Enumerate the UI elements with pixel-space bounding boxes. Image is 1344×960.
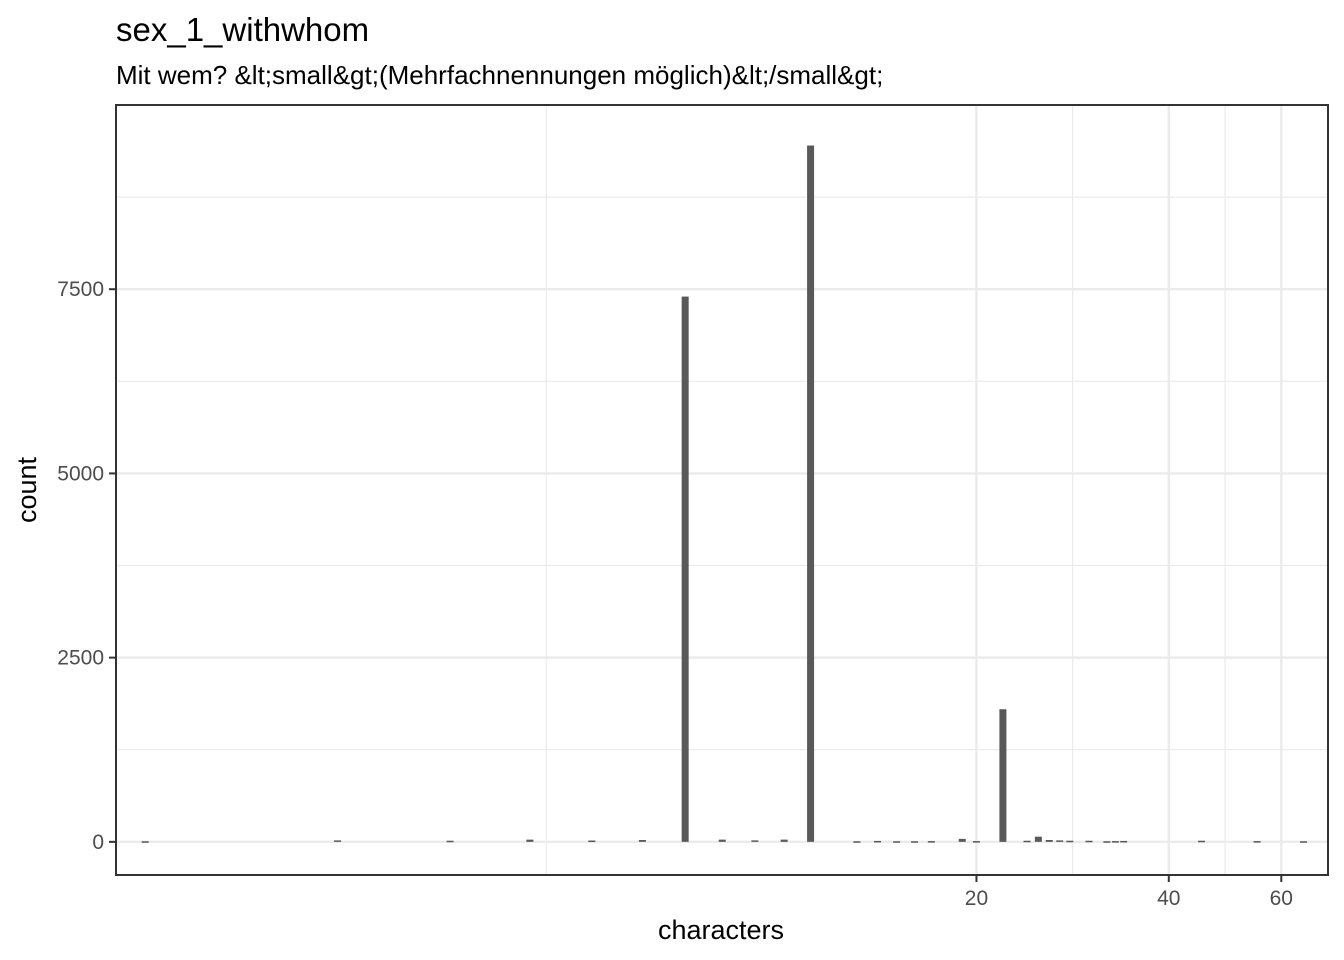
panel-border (115, 104, 1329, 876)
bar (999, 709, 1007, 842)
bar (958, 838, 966, 842)
bar (334, 840, 342, 842)
bar (1023, 840, 1031, 843)
bar (873, 840, 881, 843)
bar (1103, 841, 1111, 843)
bar (1066, 840, 1074, 843)
bar (911, 841, 919, 843)
bar (526, 839, 534, 842)
bar (1197, 840, 1205, 843)
bar (807, 145, 815, 842)
bar (1253, 841, 1261, 843)
bar (638, 840, 646, 842)
y-axis-ticks: 0 2500 5000 7500 (57, 278, 116, 854)
bar (751, 840, 759, 842)
bar (141, 841, 149, 843)
bar (1056, 840, 1064, 842)
x-axis-ticks: 20 40 60 (965, 875, 1293, 910)
bar (893, 841, 901, 843)
bar (588, 840, 596, 843)
y-axis-title: count (12, 456, 42, 523)
y-tick-label: 2500 (57, 647, 104, 670)
chart-subtitle: Mit wem? &lt;small&gt;(Mehrfachnennungen… (116, 60, 883, 90)
bar (780, 839, 788, 842)
minor-gridlines (116, 105, 1328, 875)
bars (141, 145, 1308, 843)
bar (853, 841, 861, 843)
y-tick-label: 0 (92, 831, 104, 854)
bar (681, 296, 689, 842)
bar (1085, 840, 1093, 843)
bar (927, 841, 935, 843)
bar (1300, 841, 1308, 843)
x-tick-label: 60 (1270, 887, 1293, 910)
y-tick-label: 7500 (57, 278, 104, 301)
bar (718, 839, 726, 842)
y-tick-label: 5000 (57, 462, 104, 485)
bar (1045, 840, 1053, 842)
bar (1120, 840, 1128, 843)
bar (446, 840, 454, 843)
bar (1111, 841, 1119, 843)
bar (1034, 836, 1042, 842)
x-tick-label: 40 (1157, 887, 1180, 910)
x-axis-title: characters (658, 915, 784, 945)
chart-title: sex_1_withwhom (116, 11, 369, 48)
major-gridlines (116, 105, 1328, 875)
x-tick-label: 20 (965, 887, 988, 910)
bar (972, 841, 980, 843)
